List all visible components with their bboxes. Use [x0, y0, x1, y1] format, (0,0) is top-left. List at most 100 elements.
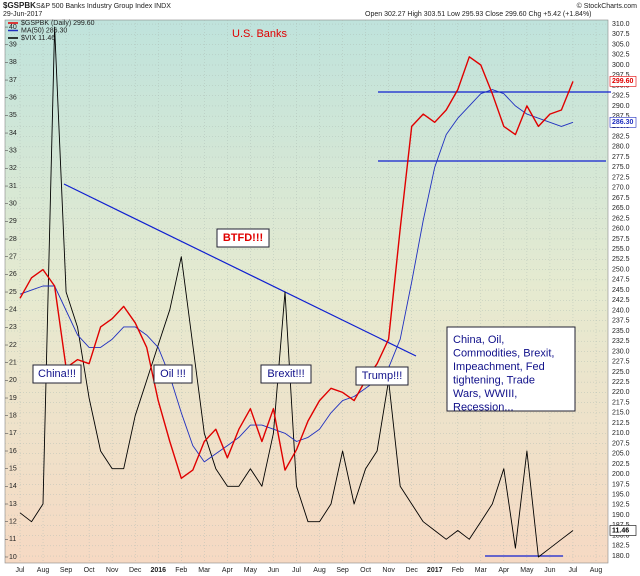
x-tick-label: Jul — [292, 567, 301, 574]
last-value-tag — [609, 525, 637, 536]
y2-tick-label: 207.5 — [612, 440, 630, 447]
x-tick-label: Aug — [590, 567, 603, 574]
x-tick-label: Oct — [84, 567, 95, 574]
y2-tick-label: 272.5 — [612, 174, 630, 181]
y2-tick-label: 200.0 — [612, 471, 630, 478]
y2-tick-label: 240.0 — [612, 307, 630, 314]
annotation: Brexit!!! — [267, 368, 304, 380]
y2-tick-label: 237.5 — [612, 318, 630, 325]
trend-line — [63, 183, 417, 357]
y-tick-label: 13 — [9, 501, 17, 508]
note-line: Recession... — [453, 401, 514, 413]
y2-tick-label: 267.5 — [612, 195, 630, 202]
y-tick-label: 40 — [9, 24, 17, 31]
y2-tick-label: 282.5 — [612, 133, 630, 140]
y2-tick-label: 202.5 — [612, 461, 630, 468]
annotation-box — [153, 364, 193, 384]
y-tick-label: 21 — [9, 360, 17, 367]
ticker: $GSPBK — [3, 1, 36, 10]
annotation-box — [260, 364, 312, 384]
y-tick-label: 23 — [9, 324, 17, 331]
last-value-tag — [609, 116, 637, 128]
y-tick-label: 37 — [9, 77, 17, 84]
y2-tick-label: 230.0 — [612, 348, 630, 355]
x-tick-label: Dec — [405, 567, 418, 574]
y-tick-label: 27 — [9, 254, 17, 261]
y2-tick-label: 260.0 — [612, 226, 630, 233]
y2-tick-label: 277.5 — [612, 154, 630, 161]
y-tick-label: 26 — [9, 271, 17, 278]
y2-tick-label: 220.0 — [612, 389, 630, 396]
y2-tick-label: 232.5 — [612, 338, 630, 345]
series-lines — [19, 26, 574, 558]
plot-area — [4, 19, 609, 564]
y-tick-label: 19 — [9, 395, 17, 402]
y2-tick-label: 192.5 — [612, 502, 630, 509]
chart-title: S&P 500 Banks Industry Group Index INDX — [36, 3, 171, 10]
annotation-box — [32, 364, 82, 384]
x-tick-label: May — [244, 567, 258, 574]
note-line: Wars, WWIII, — [453, 388, 517, 400]
y-tick-label: 34 — [9, 130, 17, 137]
y2-tick-label: 247.5 — [612, 277, 630, 284]
note-line: Impeachment, Fed — [453, 361, 545, 373]
last-value-label: 299.60 — [612, 78, 634, 85]
annotation-box — [216, 228, 270, 248]
x-tick-label: Dec — [129, 567, 142, 574]
y2-tick-label: 245.0 — [612, 287, 630, 294]
y2-tick-label: 310.0 — [612, 21, 630, 28]
y-tick-label: 20 — [9, 377, 17, 384]
x-tick-label: 2017 — [427, 567, 443, 574]
y2-tick-label: 227.5 — [612, 359, 630, 366]
annotation: U.S. Banks — [232, 28, 288, 40]
y2-tick-label: 307.5 — [612, 31, 630, 38]
annotation: Oil !!! — [160, 368, 186, 380]
y2-tick-label: 185.0 — [612, 532, 630, 539]
y-tick-label: 24 — [9, 307, 17, 314]
y2-tick-label: 287.5 — [612, 113, 630, 120]
y2-tick-label: 242.5 — [612, 297, 630, 304]
y-tick-label: 28 — [9, 236, 17, 243]
note-box — [446, 326, 576, 412]
y2-tick-label: 262.5 — [612, 215, 630, 222]
x-tick-label: Feb — [452, 567, 464, 574]
y-tick-label: 18 — [9, 413, 17, 420]
y2-tick-label: 275.0 — [612, 164, 630, 171]
note: China, Oil,Commodities, Brexit, Impeachme… — [453, 334, 554, 414]
y2-tick-label: 280.0 — [612, 144, 630, 151]
annotation: BTFD!!! — [223, 232, 263, 244]
credit: © StockCharts.com — [577, 2, 638, 10]
grid — [5, 20, 608, 563]
y-tick-label: 31 — [9, 183, 17, 190]
y2-tick-label: 225.0 — [612, 369, 630, 376]
y-tick-label: 16 — [9, 448, 17, 455]
x-tick-label: Mar — [198, 567, 211, 574]
y2-tick-label: 302.5 — [612, 52, 630, 59]
x-tick-label: Jun — [544, 567, 555, 574]
y2-tick-label: 210.0 — [612, 430, 630, 437]
y2-tick-label: 215.0 — [612, 410, 630, 417]
x-tick-label: 2016 — [150, 567, 166, 574]
y2-tick-label: 270.0 — [612, 185, 630, 192]
y2-tick-label: 235.0 — [612, 328, 630, 335]
y-tick-label: 29 — [9, 218, 17, 225]
x-tick-label: Oct — [360, 567, 371, 574]
y-tick-label: 10 — [9, 554, 17, 561]
y-tick-label: 15 — [9, 466, 17, 473]
last-value-label: 286.30 — [612, 119, 634, 126]
legend-label: MA(50) 286.30 — [21, 27, 67, 34]
last-value-tag — [609, 76, 637, 87]
y-tick-label: 38 — [9, 59, 17, 66]
y2-tick-label: 257.5 — [612, 236, 630, 243]
y2-tick-label: 292.5 — [612, 93, 630, 100]
note-line: Commodities, Brexit, — [453, 347, 554, 359]
y-tick-label: 35 — [9, 112, 17, 119]
x-tick-label: Aug — [37, 567, 50, 574]
y-tick-label: 33 — [9, 148, 17, 155]
date: 29-Jun-2017 — [3, 11, 42, 18]
y2-tick-label: 290.0 — [612, 103, 630, 110]
x-tick-label: May — [520, 567, 534, 574]
y-tick-label: 25 — [9, 289, 17, 296]
